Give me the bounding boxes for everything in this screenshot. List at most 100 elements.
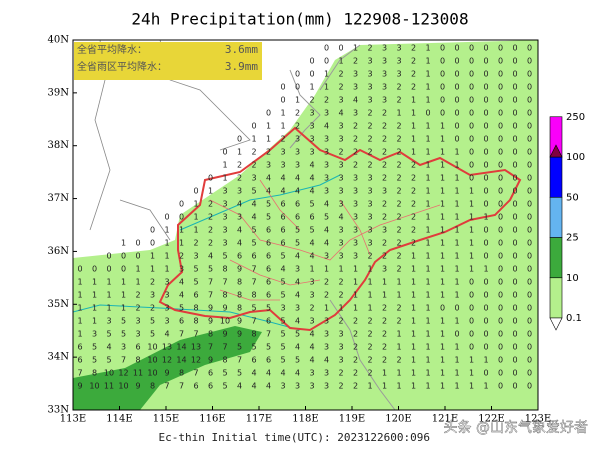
grid-value: 2 (150, 304, 155, 313)
grid-value: 0 (512, 239, 517, 248)
grid-value: 5 (193, 278, 198, 287)
grid-value: 3 (222, 187, 227, 196)
grid-value: 5 (179, 304, 184, 313)
grid-value: 0 (483, 57, 488, 66)
grid-value: 5 (150, 330, 155, 339)
grid-value: 0 (483, 161, 488, 170)
grid-value: 0 (512, 330, 517, 339)
grid-value: 2 (295, 122, 300, 131)
grid-value: 2 (338, 382, 343, 391)
grid-value: 0 (454, 96, 459, 105)
grid-value: 8 (135, 356, 140, 365)
grid-value: 3 (382, 226, 387, 235)
grid-value: 1 (425, 382, 430, 391)
grid-value: 3 (266, 161, 271, 170)
grid-value: 6 (266, 291, 271, 300)
grid-value: 1 (425, 317, 430, 326)
value-grid: 0 0 1 2 3 3 2 1 0 0 0 0 0 0 00 0 1 2 3 3 3 2 1 0 0 0 0 0 0 00 0 1 2 3 3 3 3 2… (77, 44, 532, 391)
grid-value: 1 (280, 109, 285, 118)
grid-value: 3 (295, 382, 300, 391)
grid-value: 7 (179, 382, 184, 391)
grid-value: 2 (411, 239, 416, 248)
grid-value: 7 (251, 317, 256, 326)
grid-value: 3 (295, 161, 300, 170)
grid-value: 5 (222, 252, 227, 261)
grid-value: 0 (498, 187, 503, 196)
grid-value: 1 (208, 187, 213, 196)
grid-value: 0 (454, 122, 459, 131)
grid-value: 1 (469, 239, 474, 248)
grid-value: 0 (512, 70, 517, 79)
grid-value: 12 (191, 356, 201, 365)
grid-value: 0 (440, 44, 445, 53)
grid-value: 5 (266, 200, 271, 209)
grid-value: 0 (512, 213, 517, 222)
grid-value: 0 (469, 135, 474, 144)
grid-value: 4 (179, 291, 184, 300)
grid-value: 0 (483, 200, 488, 209)
grid-value: 0 (512, 291, 517, 300)
grid-value: 0 (512, 148, 517, 157)
grid-value: 5 (324, 213, 329, 222)
grid-value: 4 (280, 369, 285, 378)
grid-value: 4 (266, 369, 271, 378)
grid-value: 0 (512, 343, 517, 352)
grid-value: 2 (396, 83, 401, 92)
grid-value: 0 (483, 291, 488, 300)
grid-value: 0 (527, 83, 532, 92)
grid-value: 1 (164, 252, 169, 261)
grid-value: 3 (338, 226, 343, 235)
grid-value: 2 (237, 174, 242, 183)
grid-value: 0 (266, 109, 271, 118)
grid-value: 2 (353, 330, 358, 339)
y-tick-label: 35N (48, 299, 70, 310)
grid-value: 8 (193, 317, 198, 326)
grid-value: 1 (92, 304, 97, 313)
grid-value: 1 (92, 278, 97, 287)
grid-value: 0 (527, 291, 532, 300)
grid-value: 0 (135, 252, 140, 261)
grid-value: 0 (440, 96, 445, 105)
grid-value: 9 (237, 330, 242, 339)
grid-value: 6 (295, 213, 300, 222)
grid-value: 0 (527, 239, 532, 248)
grid-value: 1 (164, 239, 169, 248)
y-tick-label: 38N (48, 140, 70, 151)
grid-value: 0 (150, 239, 155, 248)
grid-value: 3 (222, 213, 227, 222)
grid-value: 2 (382, 252, 387, 261)
grid-value: 0 (498, 161, 503, 170)
grid-value: 3 (382, 57, 387, 66)
grid-value: 0 (512, 174, 517, 183)
x-tick-label: 115E (153, 414, 179, 425)
grid-value: 2 (367, 161, 372, 170)
grid-value: 5 (222, 382, 227, 391)
grid-value: 6 (266, 317, 271, 326)
grid-value: 0 (440, 70, 445, 79)
grid-value: 3 (338, 330, 343, 339)
grid-value: 6 (77, 356, 82, 365)
grid-value: 3 (338, 343, 343, 352)
grid-value: 4 (295, 317, 300, 326)
grid-value: 1 (353, 304, 358, 313)
grid-value: 1 (411, 252, 416, 261)
grid-value: 3 (382, 70, 387, 79)
grid-value: 0 (121, 265, 126, 274)
grid-value: 2 (396, 96, 401, 105)
grid-value: 5 (251, 187, 256, 196)
grid-value: 5 (193, 265, 198, 274)
grid-value: 8 (222, 356, 227, 365)
grid-value: 4 (295, 278, 300, 287)
grid-value: 5 (92, 343, 97, 352)
grid-value: 5 (237, 343, 242, 352)
grid-value: 0 (469, 148, 474, 157)
grid-value: 14 (176, 343, 186, 352)
grid-value: 4 (106, 343, 111, 352)
x-tick-label: 116E (199, 414, 225, 425)
grid-value: 0 (512, 161, 517, 170)
grid-value: 1 (135, 278, 140, 287)
grid-value: 2 (382, 356, 387, 365)
grid-value: 3 (338, 356, 343, 365)
grid-value: 3 (382, 96, 387, 105)
grid-value: 0 (527, 148, 532, 157)
